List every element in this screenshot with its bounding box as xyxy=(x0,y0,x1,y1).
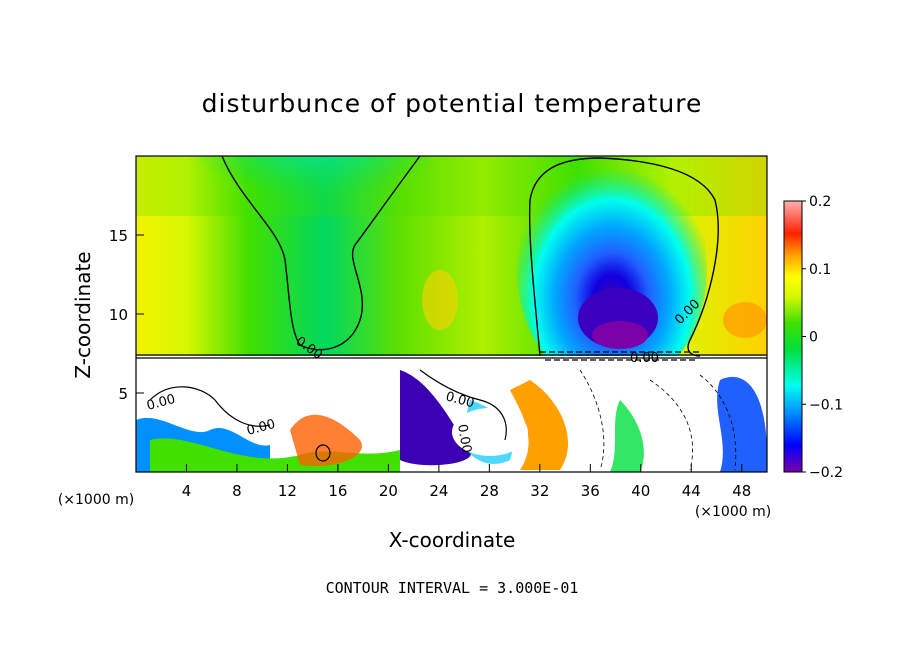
x-tick-label: 12 xyxy=(278,482,297,500)
x-axis-ticks: 4 8 12 16 20 24 28 32 36 40 44 48 xyxy=(182,464,751,500)
x-tick-label: 44 xyxy=(682,482,701,500)
x-tick-label: 40 xyxy=(631,482,650,500)
colorbar-tick-label: 0.1 xyxy=(809,262,831,278)
x-tick-label: 32 xyxy=(530,482,549,500)
contour-dashed-lower xyxy=(579,369,737,471)
lower-red-mid xyxy=(290,414,362,466)
x-tick-label: 28 xyxy=(480,482,499,500)
x-tick-label: 36 xyxy=(581,482,600,500)
contour-label: 0.00 xyxy=(454,423,474,454)
x-tick-label: 48 xyxy=(732,482,751,500)
lower-orange-mid xyxy=(510,380,569,470)
warm-spot xyxy=(723,302,767,338)
contour-interval: CONTOUR INTERVAL = 3.000E-01 xyxy=(326,579,579,597)
cold-core-purple xyxy=(592,321,648,349)
colorbar-tick-label: −0.1 xyxy=(809,397,843,413)
x-tick-label: 20 xyxy=(379,482,398,500)
y-axis-ticks: 5 10 15 xyxy=(109,227,144,403)
x-tick-label: 4 xyxy=(182,482,192,500)
x-tick-label: 24 xyxy=(429,482,448,500)
contour-line-lower-1 xyxy=(149,386,271,427)
contour-line-lower-2 xyxy=(419,369,507,441)
lower-blue-right xyxy=(717,377,767,472)
contour-line-upper-left xyxy=(221,156,421,351)
cool-cap-top xyxy=(195,156,435,235)
cold-plume xyxy=(517,156,707,390)
colorbar-tick-label: 0 xyxy=(809,330,818,346)
colorbar-tick-label: 0.2 xyxy=(809,194,831,210)
x-tick-label: 8 xyxy=(232,482,242,500)
x-tick-label: 16 xyxy=(328,482,347,500)
y-tick-label: 15 xyxy=(109,227,128,245)
contour-line-upper-right xyxy=(528,157,719,357)
contour-label: 0.00 xyxy=(444,389,476,411)
colorbar xyxy=(783,200,803,473)
contour-line-lower-3 xyxy=(315,444,331,462)
warm-spot-2 xyxy=(422,270,458,330)
x-unit-left: (×1000 m) xyxy=(58,492,134,508)
lower-blue-mid xyxy=(400,370,472,466)
lower-green-right xyxy=(610,400,644,472)
contour-label: 0.00 xyxy=(145,392,177,414)
interface-line xyxy=(136,354,767,359)
colorbar-ticks: 0.2 0.1 0 −0.1 −0.2 xyxy=(802,194,843,481)
interface-dashes xyxy=(540,351,700,361)
y-tick-label: 5 xyxy=(118,385,128,403)
lower-white-blob xyxy=(452,408,528,456)
colorbar-tick-label: −0.2 xyxy=(809,465,843,481)
plot-area: 0.00 0.00 0.00 0.00 0.00 0.00 0.00 xyxy=(136,156,767,472)
chart-title: disturbunce of potential temperature xyxy=(202,89,703,118)
contour-label: 0.00 xyxy=(245,417,277,439)
x-unit-right: (×1000 m) xyxy=(695,504,771,520)
contour-label: 0.00 xyxy=(630,351,659,366)
y-tick-label: 10 xyxy=(109,306,128,324)
x-axis-label: X-coordinate xyxy=(389,528,516,552)
y-axis-label: Z-coordinate xyxy=(71,251,95,378)
